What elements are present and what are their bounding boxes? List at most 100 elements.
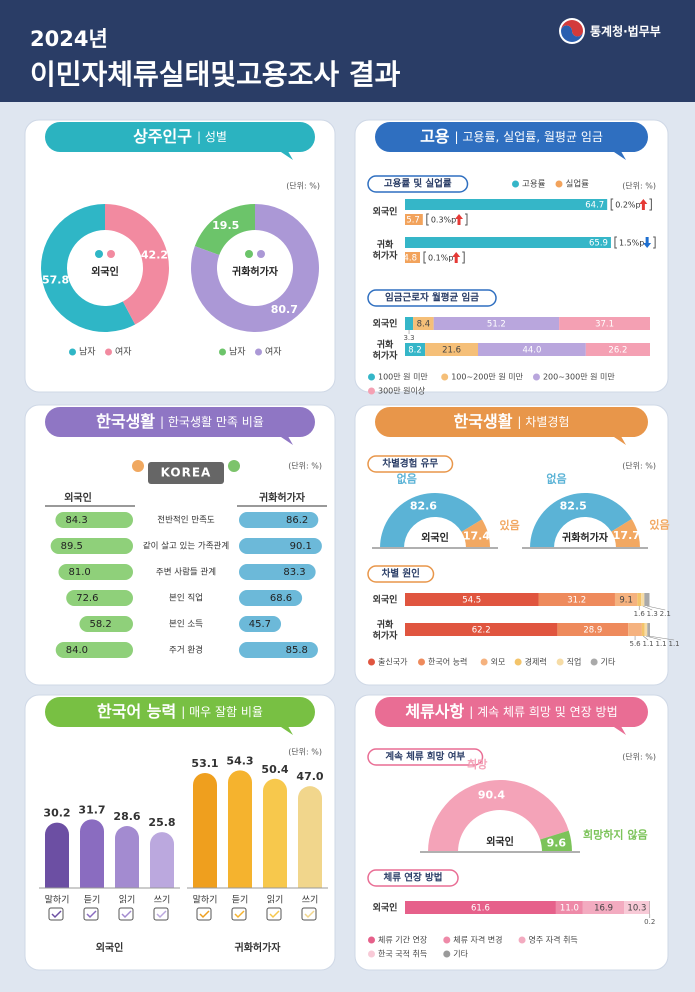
legend-label: 실업률 [566,179,590,190]
bar-value: 86.2 [286,515,308,526]
change-arrow [452,252,461,263]
column [115,826,139,888]
chart-title: 고용률 및 실업률 [384,178,452,190]
bar-segment [559,317,650,330]
slice [428,779,569,852]
badge-bg [148,462,224,484]
legend-swatch [368,936,375,944]
category-label: 쓰기 [302,895,319,906]
legend-swatch [480,658,488,666]
segment-value: 10.3 [627,904,646,914]
legend-label: 한국어 능력 [428,657,467,667]
skill-icon [48,907,64,921]
unit-label: (단위: %) [622,181,656,191]
person-icon [245,250,253,258]
legend-swatch [441,373,449,381]
bar [239,512,319,528]
bar-value: 85.8 [286,645,308,656]
legend-swatch [514,658,522,666]
bar-value: 68.6 [270,593,292,604]
halfdonut-label: 외국인 [486,835,514,848]
legend-label: 100~200만 원 미만 [451,373,523,382]
legend-swatch [368,373,375,381]
bar-value: 5.7 [406,216,420,226]
bar-value: 65.9 [589,239,608,249]
panel [24,694,336,971]
slice-value: 17.7 [613,529,640,542]
donut-center [219,232,291,304]
bar [239,590,303,606]
bar-segment [405,593,539,606]
person-icon [257,250,265,258]
column [263,778,287,888]
legend-label: 영주 자격 취득 [529,935,578,945]
bar-segment [585,343,650,356]
group-label: 귀화허가자 [235,941,282,954]
label-line: 허가자 [373,249,399,261]
segment-value: 1.1 [642,640,653,648]
segment-value: 2.1 [660,610,671,618]
panel-banner [375,407,648,437]
panel-title: 상주인구 [133,127,192,146]
donut-center [69,232,141,304]
legend-label: 체류 기간 연장 [378,935,428,945]
bar [50,538,133,554]
logo-emblem [559,18,585,44]
legend-label: 직업 [567,657,582,667]
label-line: 귀화 [377,238,394,250]
category-label: 외국인 [373,594,398,606]
slice-value: 19.5 [212,219,239,232]
panel [354,404,669,686]
chart-title: 임금근로자 월평균 임금 [385,292,479,304]
bar-segment [624,901,650,914]
bracket [610,198,652,211]
bar [405,199,608,210]
bar [405,252,420,263]
skill-icon [118,907,134,921]
panel-title: 체류사항 [405,702,464,721]
panel-title: 한국생활 [454,412,513,431]
bar [79,616,133,632]
category-label: 전반적인 만족도 [157,515,215,526]
slice [461,519,490,548]
bar-segment [555,901,583,914]
bar-value: 58.2 [89,619,111,630]
category-label: 말하기 [45,894,70,906]
slice [190,204,319,332]
halfdonut-label: 외국인 [421,531,449,544]
category-label: 귀화 허가자 [373,238,399,261]
legend-swatch [443,936,451,944]
bar-segment [647,623,650,636]
bracket [614,236,656,249]
legend-swatch [555,180,563,188]
category-label: 듣기 [84,895,101,906]
legend-swatch [443,950,451,958]
panel [24,404,336,686]
bar-value: 81.0 [68,567,90,578]
segment-value: 62.2 [472,626,491,636]
category-label: 듣기 [232,895,249,906]
bar-value: 84.3 [65,515,87,526]
bar [58,564,134,580]
legend-swatch [219,348,226,356]
figure [132,460,144,472]
bar-segment [405,317,414,330]
segment-value: 16.9 [594,904,613,914]
leader-line [646,605,666,611]
slice-category: 희망 [467,757,487,771]
segment-value: 1.3 [647,610,658,618]
legend-swatch [556,658,564,666]
unit-label: (단위: %) [622,461,656,471]
column [298,786,322,888]
change-label: 0.1%p [428,254,453,263]
column-value: 30.2 [43,807,70,820]
slice [194,204,255,256]
bar-value: 45.7 [249,619,271,630]
panel-banner [375,122,648,152]
legend-swatch [69,348,76,356]
legend-swatch [512,180,519,188]
legend-swatch [368,950,375,958]
skill-icon-mark [156,910,167,919]
unit-label: (단위: %) [288,461,322,471]
slice [530,492,632,548]
